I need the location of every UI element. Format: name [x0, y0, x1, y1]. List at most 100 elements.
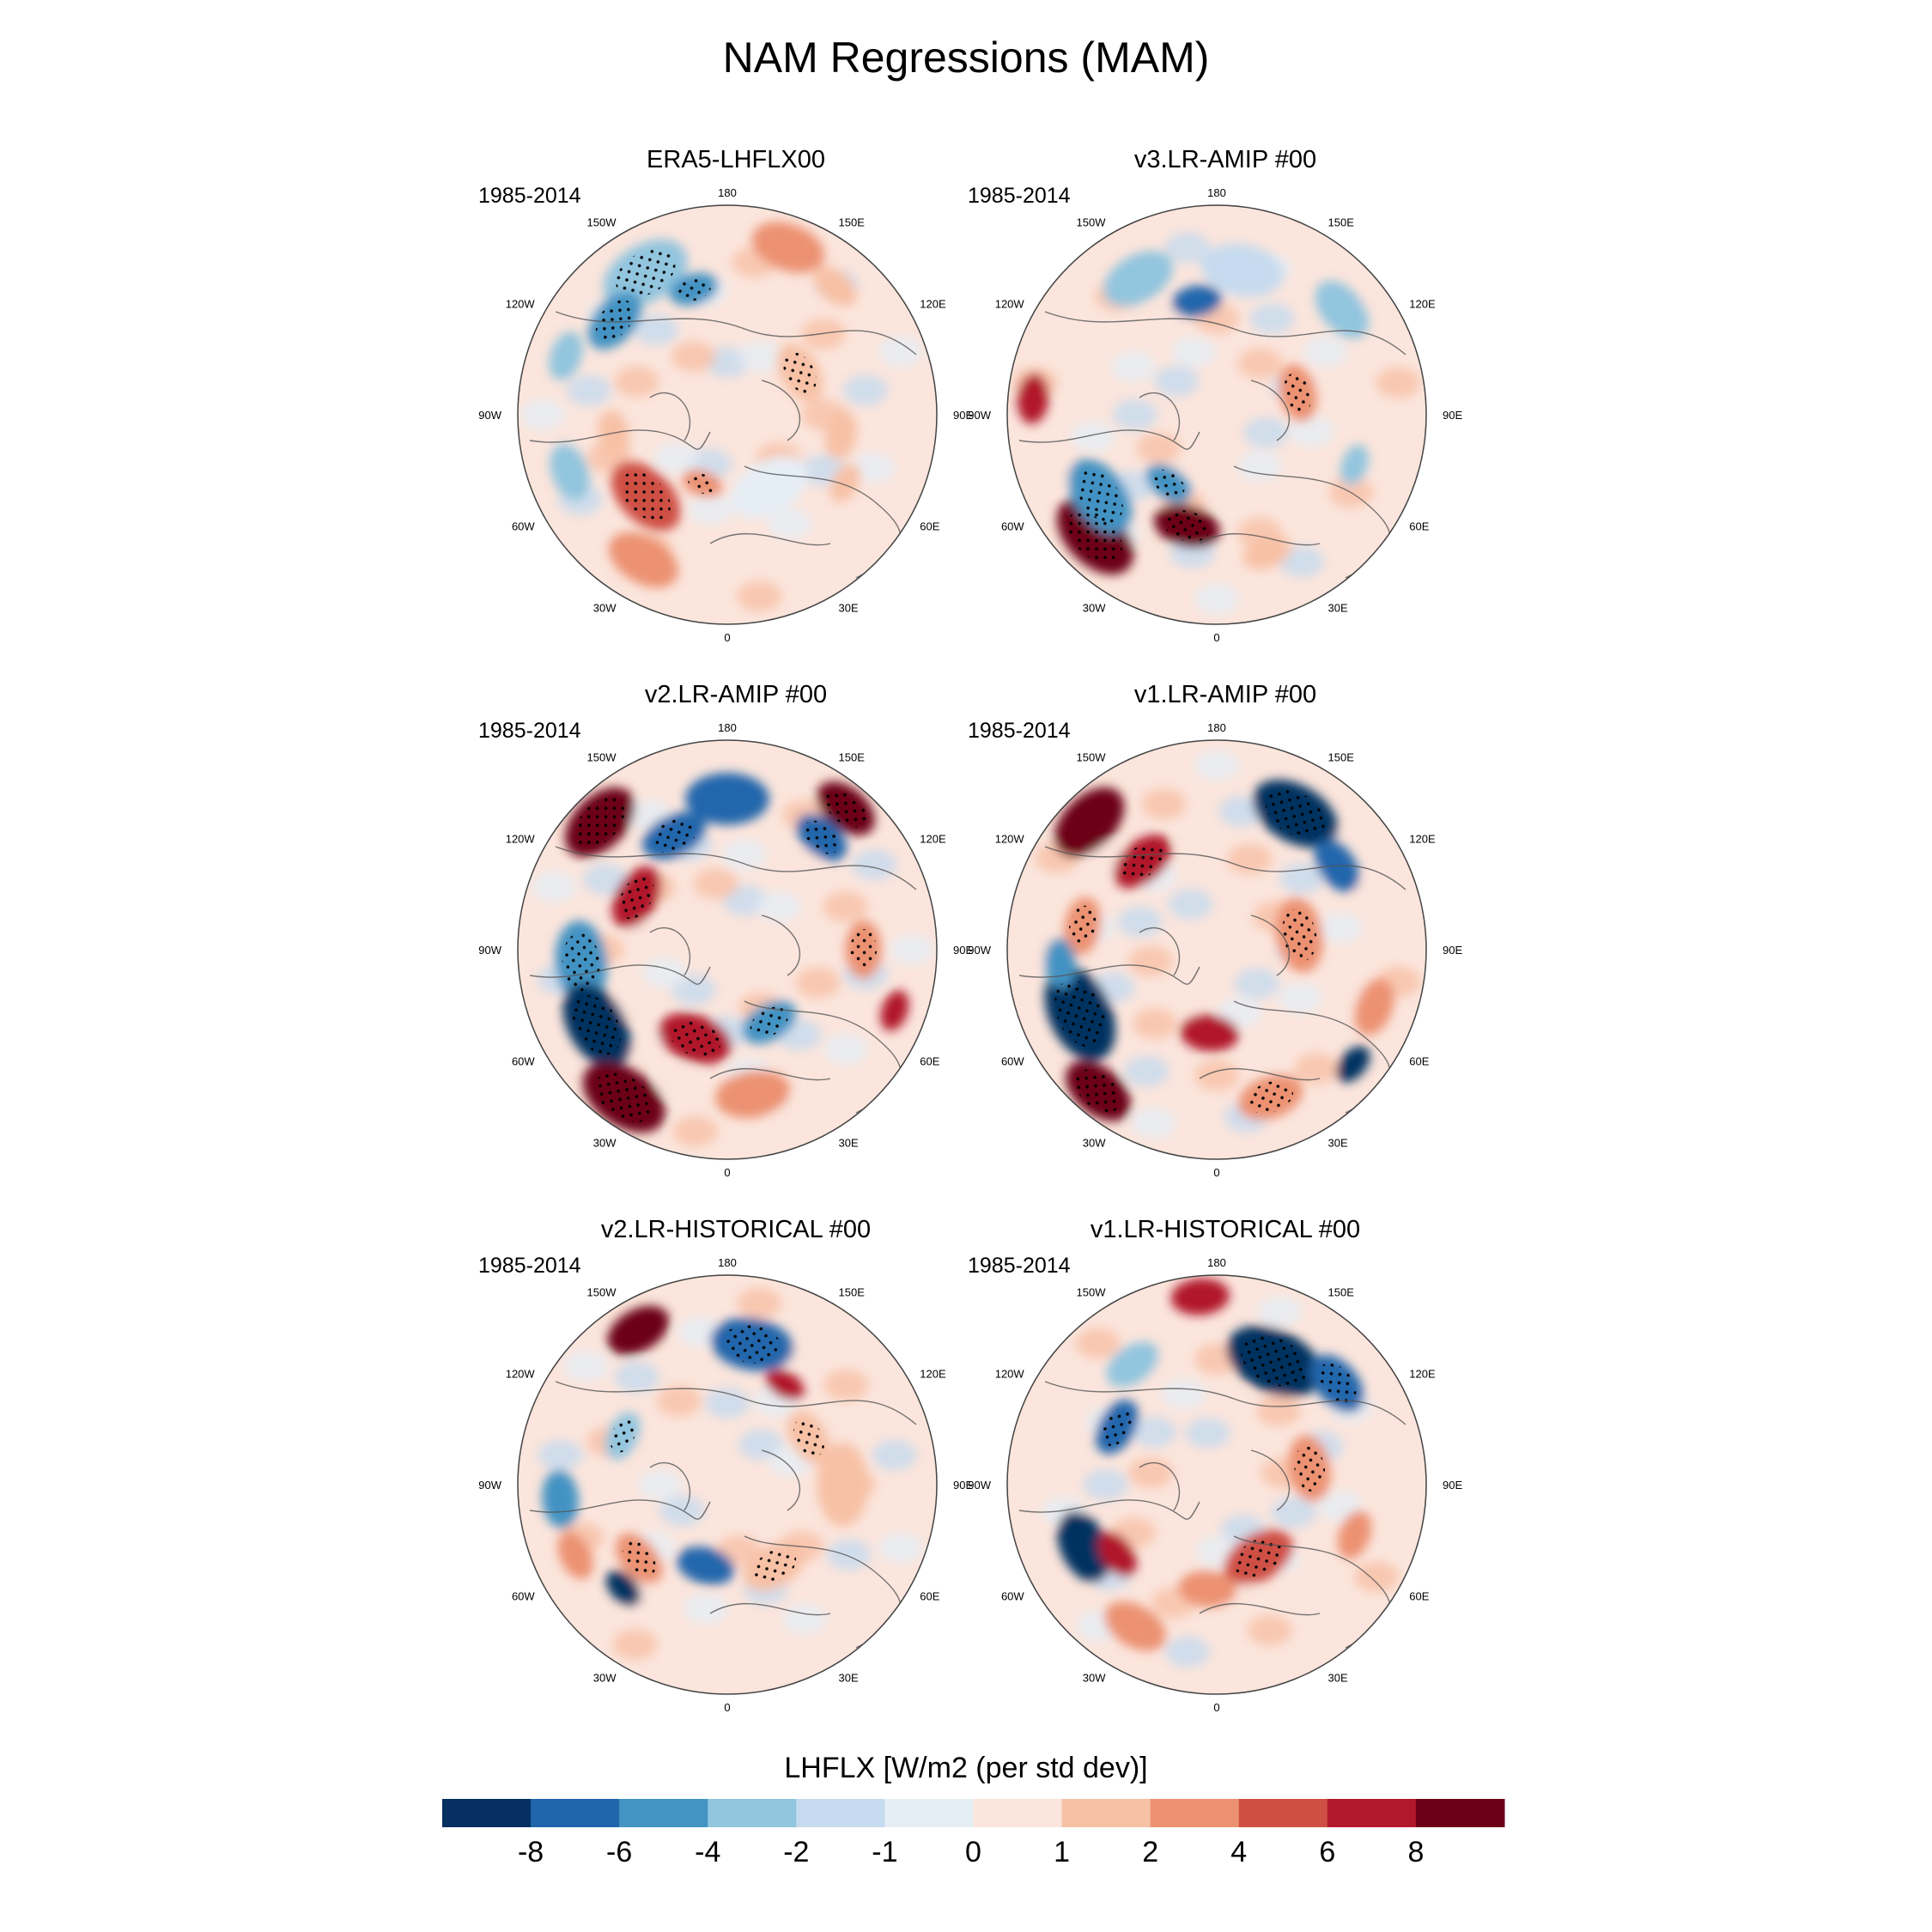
- longitude-label: 60W: [512, 1055, 535, 1068]
- map-boundary: [517, 1274, 938, 1695]
- panel-title: v1.LR-AMIP #00: [1133, 681, 1317, 708]
- anomaly-region: [751, 222, 825, 273]
- longitude-label: 180: [718, 721, 737, 734]
- longitude-label: 30W: [593, 1136, 617, 1149]
- significance-stipple: [616, 249, 676, 298]
- panel-title: v2.LR-HISTORICAL #00: [600, 1216, 872, 1243]
- colorbar-title: LHFLX [W/m2 (per std dev)]: [784, 1752, 1148, 1784]
- anomaly-region: [1054, 787, 1125, 858]
- significance-stipple: [622, 1540, 656, 1577]
- colorbar-swatch: [1415, 1799, 1505, 1827]
- significance-stipple: [1265, 789, 1326, 838]
- longitude-label: 150W: [1077, 1286, 1107, 1299]
- longitude-label: 60E: [920, 1590, 939, 1603]
- polar-map: 180 150E 120E 90E 60E 30E 0 30W 60W 90W 120W 150W: [968, 1256, 1462, 1714]
- colorbar-tick-label: -8: [518, 1836, 544, 1868]
- anomaly-region: [715, 1070, 791, 1119]
- significance-stipple: [1101, 1407, 1133, 1446]
- significance-stipple: [688, 473, 717, 495]
- colorbar-tick-label: 8: [1407, 1836, 1424, 1868]
- polar-map: 180 150E 120E 90E 60E 30E 0 30W 60W 90W 120W 150W: [968, 186, 1462, 644]
- longitude-label: 0: [1213, 1701, 1219, 1714]
- significance-stipple: [825, 789, 866, 828]
- anomaly-region: [607, 1305, 670, 1356]
- longitude-label: 60W: [1001, 1590, 1024, 1603]
- longitude-label: 60E: [920, 1055, 939, 1068]
- significance-stipple: [1241, 1335, 1308, 1387]
- colorbar-swatch: [796, 1799, 885, 1827]
- longitude-label: 90W: [968, 409, 991, 422]
- polar-map: 180 150E 120E 90E 60E 30E 0 30W 60W 90W 120W 150W: [478, 1256, 973, 1714]
- significance-stipple: [1294, 1444, 1326, 1492]
- significance-stipple: [621, 471, 671, 521]
- longitude-label: 180: [1207, 721, 1226, 734]
- longitude-label: 150W: [587, 751, 617, 764]
- longitude-label: 120E: [1409, 1368, 1436, 1381]
- map-boundary: [1006, 1274, 1427, 1695]
- anomaly-region: [1044, 938, 1076, 989]
- colorbar-swatch: [884, 1799, 974, 1827]
- longitude-label: 30E: [1328, 601, 1348, 614]
- significance-stipple: [722, 1325, 781, 1364]
- longitude-label: 150E: [839, 216, 866, 229]
- anomaly-region: [1178, 1571, 1237, 1607]
- significance-stipple: [574, 797, 625, 848]
- longitude-label: 90E: [1443, 944, 1462, 957]
- period-label: 1985-2014: [478, 1254, 581, 1278]
- anomaly-region: [765, 1369, 805, 1400]
- significance-stipple: [596, 300, 635, 341]
- longitude-label: 30E: [839, 601, 859, 614]
- colorbar-tick-label: -2: [783, 1836, 809, 1868]
- period-label: 1985-2014: [968, 1254, 1071, 1278]
- anomaly-region: [1103, 1601, 1166, 1651]
- anomaly-region: [685, 773, 769, 825]
- map-boundary: [517, 204, 938, 625]
- map-boundary: [1006, 204, 1427, 625]
- period-label: 1985-2014: [478, 719, 581, 743]
- anomaly-region: [816, 1443, 869, 1527]
- longitude-label: 120E: [1409, 298, 1436, 311]
- anomaly-region: [605, 1571, 641, 1607]
- longitude-label: 150E: [1328, 216, 1355, 229]
- anomaly-region: [813, 266, 857, 307]
- panel-title: ERA5-LHFLX00: [647, 146, 825, 173]
- longitude-label: 150E: [1328, 751, 1355, 764]
- figure-title: NAM Regressions (MAM): [722, 33, 1210, 82]
- significance-stipple: [1163, 510, 1211, 543]
- longitude-label: 90E: [1443, 409, 1462, 422]
- colorbar-tick-label: 2: [1142, 1836, 1158, 1868]
- anomaly-region: [609, 532, 678, 588]
- longitude-label: 120W: [506, 298, 536, 311]
- longitude-label: 90W: [478, 1479, 501, 1492]
- longitude-label: 30W: [1083, 1671, 1106, 1684]
- longitude-label: 120W: [995, 298, 1025, 311]
- panel-title: v3.LR-AMIP #00: [1133, 146, 1317, 173]
- polar-map: 180 150E 120E 90E 60E 30E 0 30W 60W 90W 120W 150W: [478, 721, 973, 1179]
- anomaly-region: [1315, 280, 1369, 339]
- colorbar-swatch: [531, 1799, 620, 1827]
- significance-stipple: [572, 995, 621, 1055]
- longitude-label: 150W: [587, 1286, 617, 1299]
- anomaly-region: [1017, 374, 1049, 424]
- anomaly-region: [1106, 1341, 1159, 1388]
- panel-title: v1.LR-HISTORICAL #00: [1090, 1216, 1361, 1243]
- anomaly-region: [549, 331, 583, 380]
- coastlines: [529, 846, 917, 1114]
- significance-stipple: [652, 818, 696, 853]
- longitude-label: 120E: [920, 1368, 946, 1381]
- longitude-label: 60E: [1409, 1055, 1429, 1068]
- longitude-label: 0: [724, 631, 730, 644]
- significance-stipple: [750, 1006, 788, 1038]
- significance-stipple: [793, 1419, 824, 1457]
- significance-stipple: [618, 875, 654, 920]
- colorbar-swatch: [1327, 1799, 1417, 1827]
- polar-map: 180 150E 120E 90E 60E 30E 0 30W 60W 90W 120W 150W: [478, 186, 973, 644]
- anomaly-region: [1057, 1510, 1111, 1583]
- longitude-label: 180: [718, 186, 737, 199]
- colorbar-swatch: [619, 1799, 708, 1827]
- anomaly-region: [1103, 251, 1173, 307]
- longitude-label: 0: [724, 1166, 730, 1179]
- longitude-label: 90W: [478, 409, 501, 422]
